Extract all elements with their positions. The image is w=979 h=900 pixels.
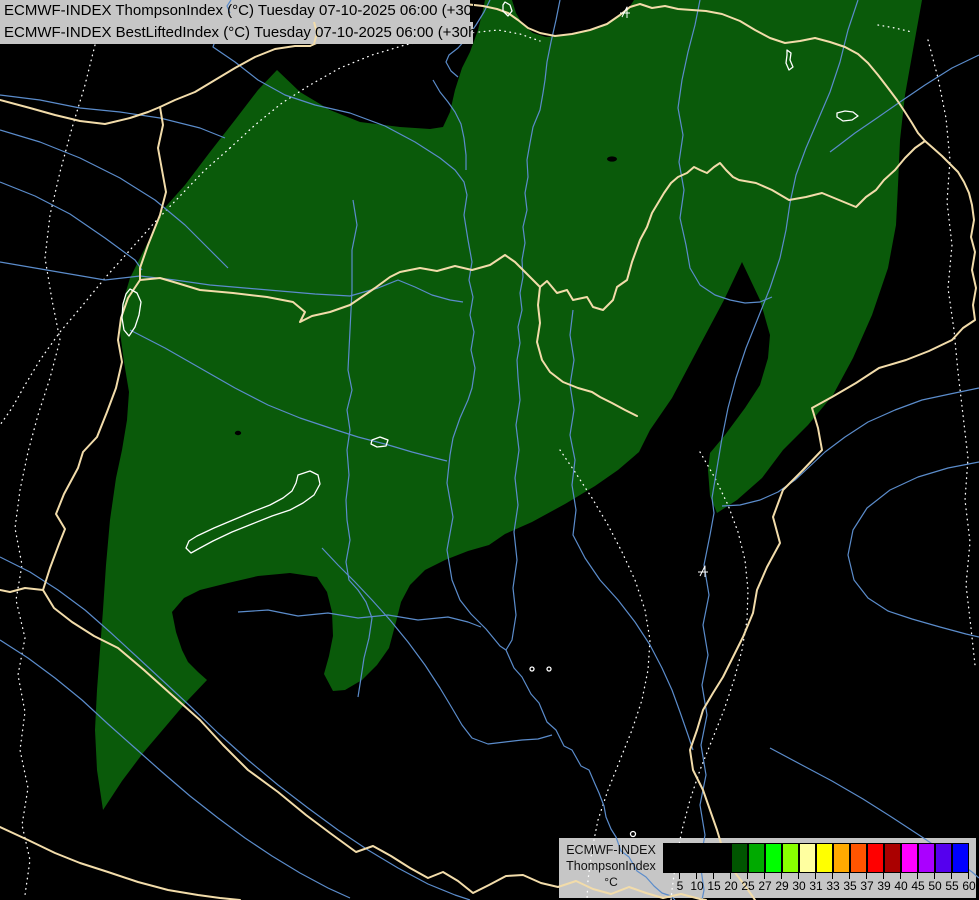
legend-value-label: 45 [911, 879, 925, 893]
legend-value-label: 30 [792, 879, 806, 893]
legend-value-label: 25 [741, 879, 755, 893]
legend-color-box [935, 843, 952, 873]
legend-value-label: 50 [928, 879, 942, 893]
legend-value-label: 15 [707, 879, 721, 893]
legend-value-label: 60 [962, 879, 976, 893]
legend-value-label: 29 [775, 879, 789, 893]
legend-labels: ECMWF-INDEX ThompsonIndex °C [561, 842, 661, 890]
legend-color-box [884, 843, 901, 873]
legend-color-box [833, 843, 850, 873]
legend-value-label: 27 [758, 879, 772, 893]
legend-color-box [816, 843, 833, 873]
legend-tick [900, 873, 901, 879]
legend-title-line2: ThompsonIndex [566, 859, 656, 873]
legend-value-label: 39 [877, 879, 891, 893]
title-bar-best-lifted-index: ECMWF-INDEX BestLiftedIndex (°C) Tuesday… [0, 22, 477, 44]
lake-balaton-outline [185, 470, 321, 554]
legend-unit: °C [604, 875, 618, 889]
legend-tick [730, 873, 731, 879]
lake-neusiedl-outline [121, 288, 142, 337]
legend-tick [798, 873, 799, 879]
legend-value-label: 31 [809, 879, 823, 893]
lake-velence-outline [370, 436, 389, 448]
legend-tick [696, 873, 697, 879]
legend-color-box [714, 843, 731, 873]
legend-scale: 5 10 15 20 25 27 29 30 31 33 35 37 39 40 45 50 55 60 [559, 838, 976, 898]
legend-tick [764, 873, 765, 879]
thompson-index-region [95, 0, 922, 810]
legend-color-box [799, 843, 816, 873]
legend-tick [832, 873, 833, 879]
map-marker-glyph [620, 6, 708, 577]
legend-value-label: 20 [724, 879, 738, 893]
legend-tick [968, 873, 969, 879]
legend-tick [883, 873, 884, 879]
legend-value-label: 35 [843, 879, 857, 893]
legend-tick [781, 873, 782, 879]
legend-tick [815, 873, 816, 879]
legend-tick [917, 873, 918, 879]
county-borders-dotted-layer [0, 24, 976, 900]
titlebar-2-bg [0, 22, 473, 44]
legend-tick [679, 873, 680, 879]
inland-lake-dots [234, 156, 617, 436]
legend-color-box [901, 843, 918, 873]
legend-tick [951, 873, 952, 879]
legend-color-box [952, 843, 969, 873]
legend-value-label: 33 [826, 879, 840, 893]
legend-color-box [765, 843, 782, 873]
title-bar-thompson-index: ECMWF-INDEX ThompsonIndex (°C) Tuesday 0… [0, 0, 474, 22]
legend-panel: ECMWF-INDEX ThompsonIndex °C 5 10 15 20 25 27… [559, 838, 976, 898]
legend-color-box [782, 843, 799, 873]
titlebar-1-bg [0, 0, 470, 22]
legend-color-box [731, 843, 748, 873]
legend-color-box [748, 843, 765, 873]
titlebar-overprint-lines [226, 0, 319, 45]
legend-tick [934, 873, 935, 879]
title-text-2: ECMWF-INDEX BestLiftedIndex (°C) Tuesday… [4, 24, 477, 41]
legend-tick [849, 873, 850, 879]
legend-color-box [680, 843, 697, 873]
legend-tick [866, 873, 867, 879]
legend-value-label: 37 [860, 879, 874, 893]
country-borders-layer [0, 3, 977, 900]
title-text-1: ECMWF-INDEX ThompsonIndex (°C) Tuesday 0… [4, 2, 474, 19]
lake-outlines-layer [121, 1, 859, 838]
legend-color-box [663, 843, 680, 873]
legend-tick [747, 873, 748, 879]
legend-value-label: 10 [690, 879, 704, 893]
legend-color-box [850, 843, 867, 873]
legend-tick [713, 873, 714, 879]
legend-color-box [867, 843, 884, 873]
legend-value-label: 5 [676, 879, 684, 893]
legend-color-box [697, 843, 714, 873]
legend-value-label: 40 [894, 879, 908, 893]
legend-value-label: 55 [945, 879, 959, 893]
legend-title-line1: ECMWF-INDEX [566, 843, 656, 857]
legend-color-box [918, 843, 935, 873]
